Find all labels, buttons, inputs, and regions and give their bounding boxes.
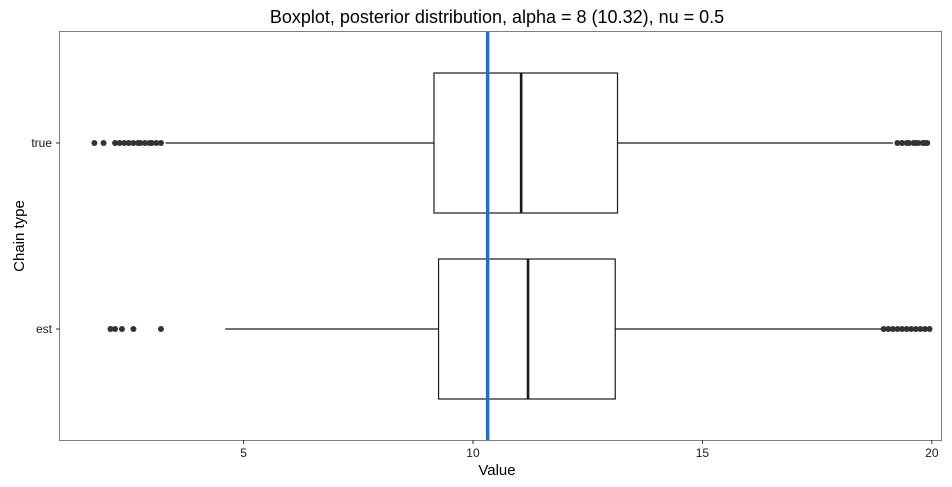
outlier-point	[148, 140, 155, 146]
outlier-point	[924, 140, 931, 146]
outlier-point	[112, 140, 119, 146]
outlier-point	[917, 326, 924, 332]
outlier-point	[912, 326, 919, 332]
outlier-point	[894, 326, 901, 332]
x-tick-label: 15	[696, 446, 710, 460]
x-tick-label: 5	[240, 446, 247, 460]
outlier-point	[898, 326, 905, 332]
outlier-point	[153, 140, 160, 146]
outlier-point	[118, 326, 125, 332]
outlier-point	[889, 326, 896, 332]
outlier-point	[894, 140, 901, 146]
outlier-point	[137, 140, 144, 146]
outlier-point	[885, 326, 892, 332]
outlier-point	[915, 140, 922, 146]
plot-marks: 5 10 15 20 true est	[31, 32, 939, 460]
y-axis-label: Chain type	[11, 200, 28, 272]
outlier-point	[880, 326, 887, 332]
outlier-point	[157, 140, 164, 146]
outlier-point	[908, 326, 915, 332]
outlier-point	[100, 140, 107, 146]
outlier-point	[112, 326, 119, 332]
outlier-point	[905, 140, 912, 146]
outlier-point	[141, 140, 148, 146]
outlier-point	[125, 140, 132, 146]
outlier-point	[107, 326, 114, 332]
outlier-point	[903, 326, 910, 332]
x-tick-label: 20	[925, 446, 939, 460]
outlier-point	[898, 140, 905, 146]
outlier-point	[157, 326, 164, 332]
outlier-point	[926, 326, 933, 332]
outlier-point	[130, 326, 137, 332]
outlier-point	[921, 326, 928, 332]
outlier-point	[91, 140, 98, 146]
iqr-box	[433, 72, 619, 214]
outlier-point	[121, 140, 128, 146]
outlier-point	[116, 140, 123, 146]
x-axis-label: Value	[478, 462, 515, 479]
x-tick-label: 10	[466, 446, 480, 460]
y-tick-label: true	[31, 136, 52, 150]
outlier-point	[130, 140, 137, 146]
chart-title: Boxplot, posterior distribution, alpha =…	[270, 7, 724, 27]
plot-panel-border	[59, 31, 942, 441]
y-tick-label: est	[36, 322, 53, 336]
